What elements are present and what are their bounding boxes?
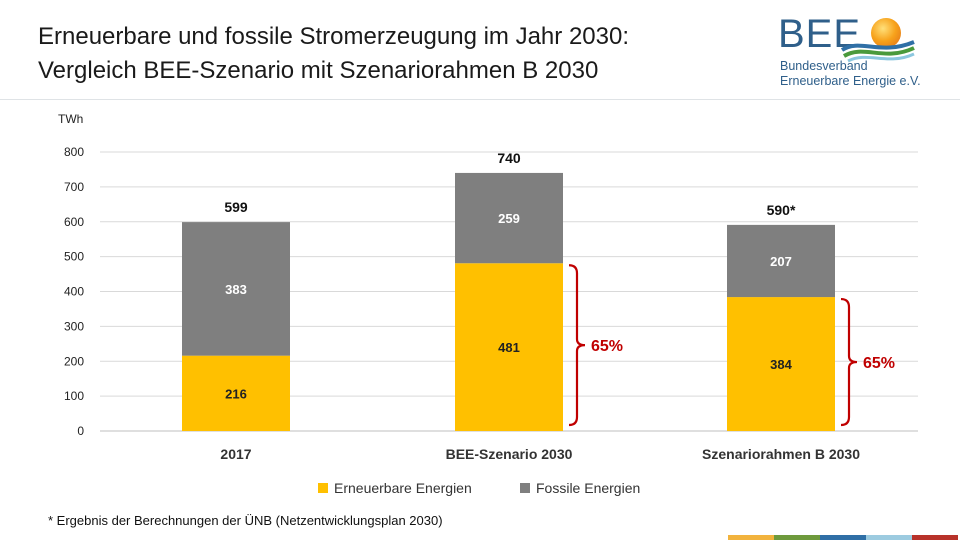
total-label-1: 740 — [497, 150, 521, 166]
y-tick-label-300: 300 — [64, 319, 84, 333]
footer-color-segment — [866, 535, 912, 540]
legend-label-0: Erneuerbare Energien — [334, 480, 472, 496]
y-tick-label-400: 400 — [64, 285, 84, 299]
data-label-fossil-1: 259 — [498, 211, 520, 226]
header-divider — [0, 99, 960, 100]
footer-color-segment — [912, 535, 958, 540]
y-tick-label-700: 700 — [64, 180, 84, 194]
bar-fossil-0 — [182, 222, 290, 356]
legend-label-1: Fossile Energien — [536, 480, 640, 496]
y-tick-label-600: 600 — [64, 215, 84, 229]
y-tick-label-100: 100 — [64, 389, 84, 403]
total-label-0: 599 — [224, 199, 248, 215]
data-label-renewable-0: 216 — [225, 386, 247, 401]
footer-color-segment — [820, 535, 866, 540]
logo-line-2: Erneuerbare Energie e.V. — [780, 74, 921, 88]
data-label-renewable-1: 481 — [498, 340, 520, 355]
logo-line-1: Bundesverband — [780, 59, 868, 73]
title-line-2: Vergleich BEE-Szenario mit Szenariorahme… — [38, 57, 599, 84]
footer-color-segment — [728, 535, 774, 540]
y-tick-label-500: 500 — [64, 250, 84, 264]
bar-fossil-2 — [727, 224, 835, 298]
total-label-2: 590* — [767, 202, 796, 218]
bar-renewable-1 — [455, 263, 563, 431]
bar-renewable-2 — [727, 297, 835, 431]
bar-fossil-1 — [455, 172, 563, 264]
brace-1 — [840, 297, 858, 427]
y-tick-label-800: 800 — [64, 145, 84, 159]
legend-swatch-1 — [520, 483, 530, 493]
y-axis-unit-label: TWh — [58, 112, 83, 126]
data-label-fossil-0: 383 — [225, 282, 247, 297]
bee-logo: BEE Bundesverband Erneuerbare Energie e.… — [778, 12, 938, 94]
footnote: * Ergebnis der Berechnungen der ÜNB (Net… — [48, 513, 443, 528]
stacked-bar-chart: 0 100 200 300 400 500 600 700 800 TWh 216 383 599 201… — [58, 112, 918, 496]
share-annotation-0: 65% — [591, 338, 623, 355]
footer-color-segment — [774, 535, 820, 540]
x-category-label-2: Szenariorahmen B 2030 — [702, 446, 860, 462]
x-category-label-0: 2017 — [220, 446, 251, 462]
y-tick-label-0: 0 — [77, 424, 84, 438]
data-label-renewable-2: 384 — [770, 357, 792, 372]
y-tick-label-200: 200 — [64, 354, 84, 368]
x-category-label-1: BEE-Szenario 2030 — [446, 446, 573, 462]
share-annotation-1: 65% — [863, 355, 895, 372]
data-label-fossil-2: 207 — [770, 254, 792, 269]
brace-0 — [568, 264, 586, 427]
chart-title: Erneuerbare und fossile Stromerzeugung i… — [38, 20, 629, 88]
legend-swatch-0 — [318, 483, 328, 493]
title-line-1: Erneuerbare und fossile Stromerzeugung i… — [38, 23, 629, 50]
bar-renewable-0 — [182, 355, 290, 431]
logo-sun-wave-icon — [840, 18, 915, 63]
